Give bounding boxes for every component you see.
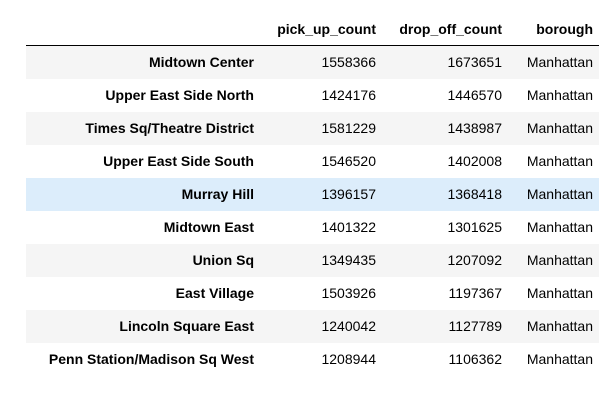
cell-drop-off-count: 1446570 xyxy=(447,87,502,103)
column-header-pick-up-count: pick_up_count xyxy=(260,13,382,46)
table-row[interactable]: Midtown Center 1558366 1673651 Manhattan xyxy=(26,45,599,79)
cell-borough: Manhattan xyxy=(526,318,593,334)
table-row[interactable]: Times Sq/Theatre District 1581229 143898… xyxy=(26,112,599,145)
cell-borough: Manhattan xyxy=(526,252,593,268)
table-row[interactable]: East Village 1503926 1197367 Manhattan xyxy=(26,277,599,310)
cell-drop-off-count: 1207092 xyxy=(447,252,502,268)
cell-borough: Manhattan xyxy=(526,87,593,103)
cell-pick-up-count: 1208944 xyxy=(321,351,376,367)
cell-borough: Manhattan xyxy=(526,351,593,367)
table-row[interactable]: Upper East Side North 1424176 1446570 Ma… xyxy=(26,79,599,112)
dataframe-table: pick_up_count drop_off_count borough Mid… xyxy=(26,13,599,376)
row-index-zone: Midtown Center xyxy=(149,54,254,70)
column-header-borough: borough xyxy=(508,13,599,46)
table-row-highlighted[interactable]: Murray Hill 1396157 1368418 Manhattan xyxy=(26,178,599,211)
cell-borough: Manhattan xyxy=(526,54,593,70)
cell-drop-off-count: 1197367 xyxy=(448,285,502,301)
table-body: Midtown Center 1558366 1673651 Manhattan… xyxy=(26,45,599,376)
table-header: pick_up_count drop_off_count borough xyxy=(26,13,599,46)
cell-pick-up-count: 1558366 xyxy=(321,54,376,70)
cell-drop-off-count: 1368418 xyxy=(447,186,502,202)
cell-drop-off-count: 1438987 xyxy=(447,120,502,136)
row-index-zone: Penn Station/Madison Sq West xyxy=(48,351,254,367)
cell-pick-up-count: 1349435 xyxy=(321,252,376,268)
cell-borough: Manhattan xyxy=(526,219,593,235)
cell-drop-off-count: 1127789 xyxy=(448,318,502,334)
cell-drop-off-count: 1301625 xyxy=(447,219,502,235)
row-index-zone: Murray Hill xyxy=(181,186,254,202)
cell-borough: Manhattan xyxy=(526,120,593,136)
cell-drop-off-count: 1402008 xyxy=(447,153,502,169)
cell-borough: Manhattan xyxy=(526,153,593,169)
table-row[interactable]: Upper East Side South 1546520 1402008 Ma… xyxy=(26,145,599,178)
cell-drop-off-count: 1673651 xyxy=(447,54,502,70)
cell-drop-off-count: 1106362 xyxy=(448,351,502,367)
table-row[interactable]: Penn Station/Madison Sq West 1208944 110… xyxy=(26,343,599,376)
header-row: pick_up_count drop_off_count borough xyxy=(26,13,599,46)
cell-pick-up-count: 1396157 xyxy=(321,186,376,202)
cell-borough: Manhattan xyxy=(526,186,593,202)
table-row[interactable]: Midtown East 1401322 1301625 Manhattan xyxy=(26,211,599,244)
row-index-zone: East Village xyxy=(175,285,254,301)
row-index-zone: Union Sq xyxy=(192,252,254,268)
row-index-zone: Upper East Side South xyxy=(103,153,254,169)
table-row[interactable]: Lincoln Square East 1240042 1127789 Manh… xyxy=(26,310,599,343)
row-index-zone: Upper East Side North xyxy=(105,87,254,103)
row-index-zone: Times Sq/Theatre District xyxy=(85,120,254,136)
column-header-drop-off-count: drop_off_count xyxy=(382,13,508,46)
cell-pick-up-count: 1503926 xyxy=(321,285,376,301)
cell-pick-up-count: 1546520 xyxy=(321,153,376,169)
cell-pick-up-count: 1424176 xyxy=(321,87,376,103)
index-header xyxy=(26,13,260,46)
cell-pick-up-count: 1401322 xyxy=(321,219,376,235)
row-index-zone: Lincoln Square East xyxy=(119,318,254,334)
cell-pick-up-count: 1581229 xyxy=(321,120,376,136)
table-row[interactable]: Union Sq 1349435 1207092 Manhattan xyxy=(26,244,599,277)
cell-pick-up-count: 1240042 xyxy=(321,318,376,334)
row-index-zone: Midtown East xyxy=(163,219,254,235)
cell-borough: Manhattan xyxy=(526,285,593,301)
